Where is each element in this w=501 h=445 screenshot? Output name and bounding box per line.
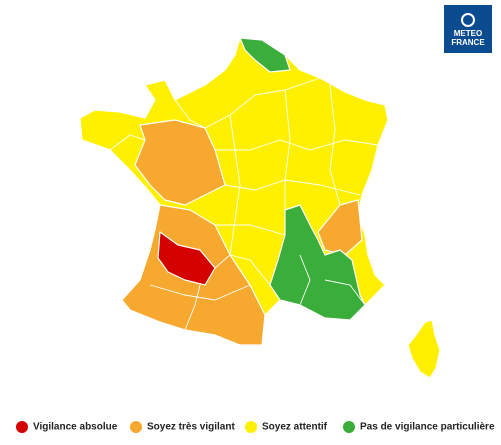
- red-zone: [157, 231, 216, 286]
- legend-label: Vigilance absolue: [33, 422, 118, 433]
- legend-dot: [16, 421, 28, 433]
- logo-line1: METEO: [454, 29, 482, 38]
- legend: Vigilance absolue Soyez très vigilant Soye…: [16, 421, 495, 433]
- logo-line2: FRANCE: [451, 38, 485, 47]
- legend-dot: [343, 421, 355, 433]
- orange-zone-west: [134, 119, 226, 206]
- corsica: [407, 319, 441, 379]
- legend-dot: [245, 421, 257, 433]
- legend-label: Soyez attentif: [262, 422, 328, 433]
- legend-label: Soyez très vigilant: [147, 422, 235, 433]
- legend-label: Pas de vigilance particulière: [360, 422, 495, 433]
- green-zone-north: [239, 37, 291, 73]
- department-borders: [109, 77, 379, 331]
- legend-dot: [130, 421, 142, 433]
- logo-icon: [461, 13, 475, 27]
